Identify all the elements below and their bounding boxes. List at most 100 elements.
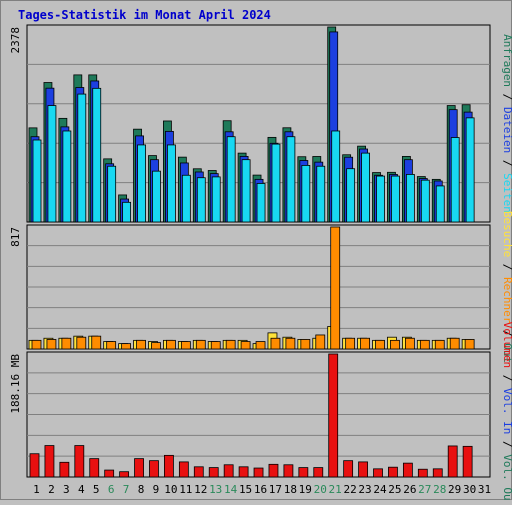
bar-volumen-day-3	[59, 461, 70, 478]
x-tick-label: 24	[373, 483, 387, 496]
x-tick-label: 18	[284, 483, 297, 496]
bar-seiten-day-13	[211, 176, 221, 223]
x-tick-label: 13	[209, 483, 222, 496]
bar-volumen-day-14	[223, 464, 234, 478]
x-tick-label: 31	[478, 483, 491, 496]
bar-seiten-day-1	[32, 139, 42, 223]
bar-rechner-day-29	[449, 337, 460, 350]
bar-rechner-day-24	[375, 339, 385, 350]
bar-seiten-day-15	[241, 159, 251, 223]
bar-seiten-day-4	[77, 93, 87, 223]
bar-rechner-day-5	[91, 335, 102, 350]
x-tick-label: 7	[123, 483, 130, 496]
bar-volumen-day-24	[373, 468, 383, 478]
bar-seiten-day-29	[450, 137, 460, 223]
bar-volumen-day-29	[447, 445, 458, 478]
bar-rechner-day-25	[390, 339, 400, 350]
bar-volumen-day-2	[44, 445, 55, 478]
bar-volumen-day-9	[149, 460, 159, 478]
bar-volumen-day-13	[208, 467, 219, 478]
x-tick-label: 17	[269, 483, 282, 496]
bar-seiten-day-2	[47, 105, 57, 223]
x-tick-label: 21	[329, 483, 342, 496]
bar-volumen-day-12	[193, 466, 204, 478]
x-axis-labels: 1 2 3 4 5 6 7 8 9 10 11 12 13 14 15 16 17 18 19 20 21 22 23 24 2…	[33, 483, 491, 496]
legend-entry: Seiten	[501, 173, 512, 213]
bar-seiten-day-21	[331, 130, 341, 223]
x-tick-label: 16	[254, 483, 267, 496]
legend-separator: /	[501, 368, 512, 388]
bar-seiten-day-12	[196, 177, 206, 223]
bar-seiten-day-8	[137, 144, 146, 223]
bar-seiten-day-3	[62, 130, 72, 223]
bar-volumen-day-10	[164, 454, 174, 478]
bar-volumen-day-6	[104, 469, 115, 478]
x-tick-label: 20	[314, 483, 327, 496]
bar-seiten-day-14	[226, 136, 236, 223]
x-tick-label: 14	[224, 483, 238, 496]
bar-rechner-day-14	[225, 339, 236, 350]
x-tick-label: 5	[93, 483, 100, 496]
legend-entry: Anfragen	[501, 34, 512, 87]
bar-rechner-day-27	[419, 339, 430, 350]
bar-rechner-day-12	[195, 339, 206, 350]
series-legend: Volumen / Vol. In / Vol. Out	[501, 322, 512, 500]
x-tick-label: 30	[463, 483, 476, 496]
y-max-label: 817	[9, 227, 22, 247]
series-legend: Besuche / Rechner / Out	[501, 211, 512, 363]
bar-volumen-day-26	[402, 462, 413, 478]
legend-entry: Volumen	[501, 322, 512, 368]
bar-volumen-day-20	[313, 467, 324, 478]
bar-rechner-day-11	[180, 341, 191, 350]
x-tick-label: 22	[343, 483, 356, 496]
x-tick-label: 23	[358, 483, 371, 496]
bar-rechner-day-16	[255, 341, 266, 350]
bar-rechner-day-2	[46, 339, 57, 350]
bar-volumen-day-22	[343, 460, 354, 478]
bar-rechner-day-20	[315, 334, 326, 350]
legend-entry: Vol. In	[501, 388, 512, 434]
x-tick-label: 3	[63, 483, 70, 496]
x-tick-label: 8	[138, 483, 145, 496]
x-tick-label: 12	[194, 483, 207, 496]
bar-seiten-day-7	[122, 201, 132, 223]
bar-rechner-day-4	[76, 336, 87, 350]
legend-separator: /	[501, 87, 512, 107]
x-tick-label: 15	[239, 483, 252, 496]
x-tick-label: 29	[448, 483, 461, 496]
x-tick-label: 19	[299, 483, 312, 496]
bar-rechner-day-9	[151, 342, 161, 350]
y-max-label: 188.16 MB	[9, 354, 22, 414]
chart-title: Tages-Statistik im Monat April 2024	[18, 8, 271, 22]
bar-seiten-day-30	[465, 117, 475, 223]
bar-volumen-day-15	[238, 466, 249, 478]
bar-volumen-day-18	[283, 464, 294, 478]
bar-rechner-day-8	[136, 339, 146, 350]
bar-seiten-day-5	[92, 87, 102, 223]
bar-rechner-day-30	[464, 339, 475, 350]
bar-volumen-day-5	[89, 458, 100, 478]
bar-rechner-day-13	[210, 341, 221, 350]
legend-separator: /	[501, 257, 512, 277]
bar-volumen-day-1	[29, 453, 40, 478]
x-tick-label: 2	[48, 483, 55, 496]
legend-entry: Rechner	[501, 277, 512, 324]
bar-volumen-day-25	[388, 466, 398, 478]
bar-seiten-day-27	[420, 179, 430, 223]
bar-seiten-day-16	[256, 183, 266, 223]
x-tick-label: 1	[33, 483, 40, 496]
bar-seiten-day-19	[301, 165, 311, 223]
bar-rechner-day-18	[285, 337, 296, 350]
bar-rechner-day-6	[106, 341, 117, 350]
bar-rechner-day-17	[270, 337, 281, 350]
x-tick-label: 25	[388, 483, 401, 496]
legend-entry: Out	[501, 343, 512, 363]
bar-rechner-day-21	[330, 226, 341, 350]
legend-separator: /	[501, 323, 512, 343]
bar-volumen-day-27	[417, 468, 428, 478]
y-max-label: 2378	[9, 27, 22, 54]
bar-seiten-day-11	[181, 174, 191, 223]
